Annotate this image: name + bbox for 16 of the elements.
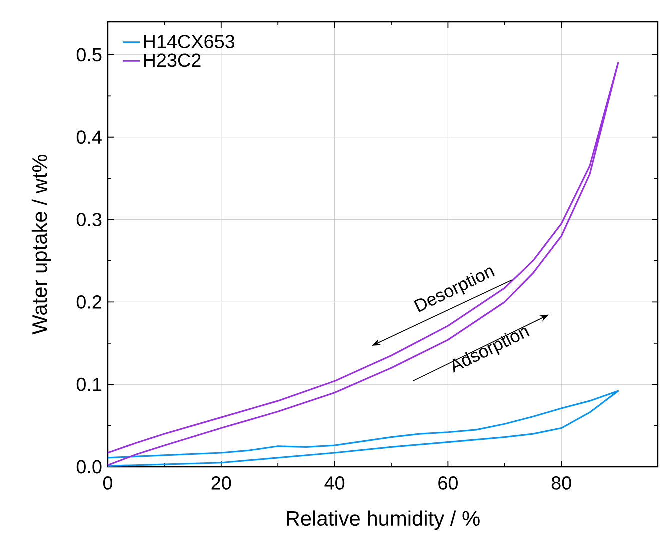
line-series (107, 390, 620, 467)
y-tick-label: 0.1 (76, 378, 102, 392)
x-tick-label: 60 (438, 476, 458, 490)
y-tick-label: 0.4 (76, 130, 102, 144)
x-axis-title: Relative humidity / % (287, 510, 480, 530)
y-tick-label: 0.5 (76, 48, 102, 62)
x-tick-label: 40 (324, 476, 345, 490)
x-tick-label: 80 (552, 476, 572, 490)
y-tick-label: 0.2 (76, 295, 102, 309)
y-tick-label: 0.0 (76, 460, 102, 474)
x-tick-label: 0 (103, 476, 113, 490)
legend-label: H23C2 (144, 54, 201, 68)
x-tick-label: 20 (212, 476, 232, 490)
y-tick-label: 0.3 (76, 213, 102, 226)
legend-label: H14CX653 (144, 35, 235, 48)
y-axis-title: Water uptake / wt% (32, 154, 52, 335)
